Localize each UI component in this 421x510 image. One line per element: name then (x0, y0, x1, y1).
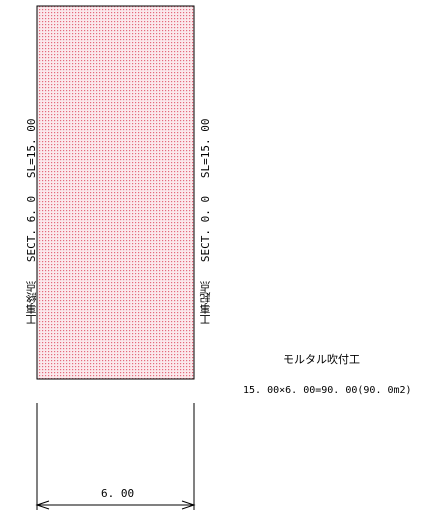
end-point-text: 工事終点 (25, 281, 38, 326)
width-dimension-label: 6. 00 (101, 487, 135, 500)
start-slope-length-text: SL=15. 00 (199, 118, 212, 178)
end-slope-length-text: SL=15. 00 (25, 118, 38, 178)
start-point-label: 工事起点 SECT. 0. 0 SL=15. 00 (199, 118, 212, 326)
work-item-formula: 15. 00×6. 00=90. 00(90. 0m2) (243, 385, 412, 396)
start-point-text: 工事起点 (199, 281, 212, 326)
end-section-text: SECT. 6. 0 (25, 196, 38, 263)
dimension-arrow-left (35, 500, 50, 510)
start-section-text: SECT. 0. 0 (199, 196, 212, 263)
work-item-title: モルタル吹付工 (283, 353, 360, 366)
end-point-label: 工事終点 SECT. 6. 0 SL=15. 00 (25, 118, 38, 326)
dimension-arrow-right (181, 500, 196, 510)
mortar-spray-area (36, 5, 195, 380)
